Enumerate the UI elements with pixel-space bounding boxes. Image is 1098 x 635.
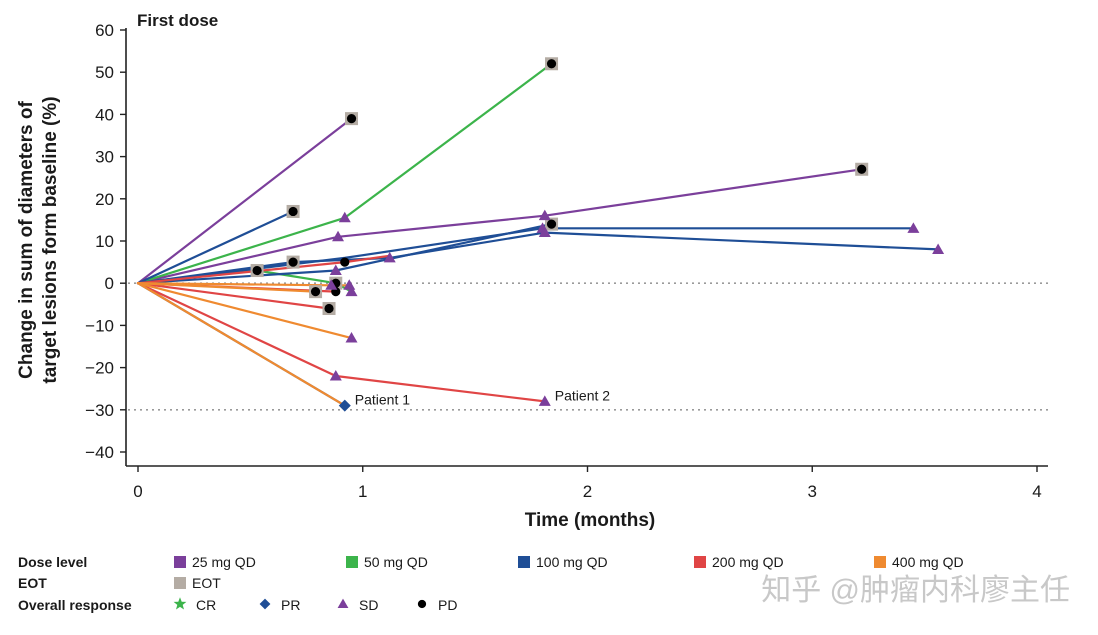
series-line xyxy=(136,282,317,293)
legend-response-label: PD xyxy=(438,597,457,613)
legend-response-items: CR PR SD PD xyxy=(173,597,457,613)
response-marker-sd xyxy=(538,395,551,406)
series-line xyxy=(136,227,915,285)
response-marker-pd xyxy=(324,303,334,314)
y-tick-label: 20 xyxy=(95,190,114,209)
series-line xyxy=(136,282,546,403)
response-marker-pd xyxy=(857,164,867,174)
legend-dose-swatch xyxy=(694,556,706,568)
response-marker-sd xyxy=(932,243,945,254)
response-marker-pd xyxy=(546,219,557,229)
legend-dose-items: 25 mg QD 50 mg QD 100 mg QD 200 mg QD 400 mg… xyxy=(174,554,964,570)
response-marker-sd xyxy=(343,279,356,290)
response-marker-sd xyxy=(538,209,551,221)
tick-marks: 0 1 2 3 4 60 50 40 30 20 10 0 −10 −20 −30 −40 xyxy=(85,21,1042,501)
eot-markers xyxy=(250,57,869,316)
legend: Dose level EOT Overall response 25 mg QD… xyxy=(18,554,964,613)
legend-dose-header: Dose level xyxy=(18,554,87,570)
legend-dose-label: 25 mg QD xyxy=(192,554,256,570)
y-tick-label: 10 xyxy=(95,232,114,251)
response-marker-sd xyxy=(538,226,551,238)
response-marker-sd xyxy=(329,264,342,276)
legend-dose-label: 50 mg QD xyxy=(364,554,428,570)
x-tick-label: 3 xyxy=(808,482,817,501)
annotations: Patient 1 Patient 2 xyxy=(355,387,611,407)
y-tick-label: −10 xyxy=(85,316,114,335)
response-marker-pd xyxy=(340,257,350,267)
y-tick-label: 60 xyxy=(95,21,114,40)
series-line xyxy=(136,282,331,310)
legend-response-header: Overall response xyxy=(18,597,132,613)
patient-annotation: Patient 1 xyxy=(355,392,410,408)
series-lines xyxy=(136,62,940,407)
response-marker-sd xyxy=(332,230,345,242)
legend-eot-label: EOT xyxy=(192,575,221,591)
x-tick-label: 2 xyxy=(583,482,592,501)
response-marker-pr xyxy=(338,399,351,412)
legend-star-icon xyxy=(173,597,187,610)
y-tick-label: 30 xyxy=(95,148,114,167)
legend-dose-label: 400 mg QD xyxy=(892,554,964,570)
y-tick-label: −20 xyxy=(85,359,114,378)
watermark: 知乎 @肿瘤内科廖主任 xyxy=(761,574,1070,607)
response-marker-pd xyxy=(310,287,321,297)
legend-response-label: PR xyxy=(281,597,300,613)
patient-annotation: Patient 2 xyxy=(555,387,610,403)
legend-response-label: CR xyxy=(196,597,216,613)
response-marker-sd xyxy=(325,279,338,290)
legend-eot-swatch xyxy=(174,577,186,589)
response-marker-sd xyxy=(345,332,358,343)
y-tick-label: −40 xyxy=(85,443,114,462)
legend-dose-swatch xyxy=(346,556,358,568)
response-marker-sd xyxy=(345,285,358,297)
series-line xyxy=(136,210,295,285)
y-tick-label: 50 xyxy=(95,63,114,82)
series-line xyxy=(136,168,863,285)
legend-dose-label: 100 mg QD xyxy=(536,554,608,570)
x-tick-label: 4 xyxy=(1032,482,1041,501)
x-tick-label: 1 xyxy=(358,482,367,501)
response-marker-pd xyxy=(288,257,298,267)
response-marker-sd xyxy=(383,251,396,263)
legend-response-label: SD xyxy=(359,597,378,613)
legend-circle-icon xyxy=(417,599,427,609)
response-marker-sd xyxy=(329,370,342,381)
legend-triangle-icon xyxy=(337,598,349,609)
series-line xyxy=(136,117,353,285)
x-tick-label: 0 xyxy=(133,482,142,501)
series-line xyxy=(136,282,353,340)
y-tick-label: −30 xyxy=(85,401,114,420)
legend-diamond-icon xyxy=(259,598,271,610)
response-marker-sd xyxy=(907,222,920,233)
chart-title: First dose xyxy=(137,11,218,30)
response-markers xyxy=(252,59,945,412)
legend-eot-header: EOT xyxy=(18,575,47,591)
y-axis-title-line1: Change in sum of diameters of xyxy=(16,101,37,379)
y-tick-label: 0 xyxy=(105,274,114,293)
response-marker-pd xyxy=(252,265,262,276)
legend-dose-swatch xyxy=(174,556,186,568)
series-line xyxy=(136,282,346,407)
legend-dose-swatch xyxy=(518,556,530,568)
y-tick-label: 40 xyxy=(95,105,114,124)
y-axis-title-line2: target lesions form baseline (%) xyxy=(40,96,61,383)
legend-dose-swatch xyxy=(874,556,886,568)
response-marker-pd xyxy=(546,59,557,69)
response-marker-sd xyxy=(338,211,351,223)
response-marker-pd xyxy=(346,114,357,124)
x-axis-title: Time (months) xyxy=(525,510,656,531)
legend-dose-label: 200 mg QD xyxy=(712,554,784,570)
series-line xyxy=(136,62,553,285)
response-marker-pd xyxy=(288,206,298,217)
